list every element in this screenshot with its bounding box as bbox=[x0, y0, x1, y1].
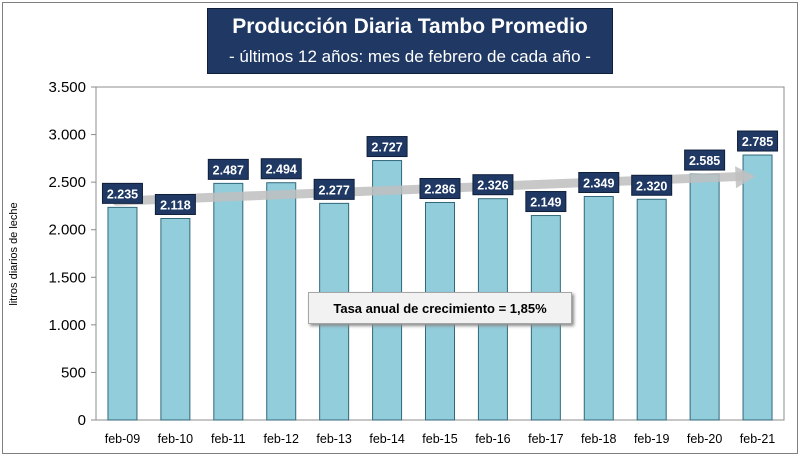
x-tick-label: feb-19 bbox=[634, 432, 669, 446]
x-tick-label: feb-09 bbox=[105, 432, 140, 446]
value-label: 2.487 bbox=[213, 163, 244, 177]
value-label-box bbox=[578, 172, 620, 194]
value-label-box bbox=[207, 158, 249, 180]
x-tick-label: feb-10 bbox=[158, 432, 193, 446]
chart-title: Producción Diaria Tambo Promedio bbox=[232, 15, 588, 38]
y-tick-label: 2.000 bbox=[48, 222, 86, 239]
x-tick-label: feb-18 bbox=[581, 432, 616, 446]
bar bbox=[742, 154, 773, 421]
value-label: 2.320 bbox=[636, 179, 667, 193]
value-label: 2.149 bbox=[530, 196, 561, 210]
bar bbox=[689, 173, 720, 421]
x-tick-label: feb-20 bbox=[687, 432, 722, 446]
value-label: 2.785 bbox=[742, 135, 773, 149]
x-tick-label: feb-17 bbox=[528, 432, 563, 446]
bar bbox=[266, 182, 297, 421]
value-label-box bbox=[472, 174, 514, 196]
x-tick-label: feb-15 bbox=[422, 432, 457, 446]
bar bbox=[636, 198, 667, 421]
x-tick-label: feb-14 bbox=[369, 432, 404, 446]
value-label-box bbox=[631, 174, 673, 196]
trend-arrowhead bbox=[735, 166, 756, 189]
value-label: 2.235 bbox=[107, 187, 138, 201]
value-label-box bbox=[737, 130, 779, 152]
y-tick-label: 3.000 bbox=[48, 127, 86, 144]
y-axis: 0 500 1.000 1.500 2.000 2.500 3.000 3.500 bbox=[48, 79, 96, 429]
bar bbox=[583, 196, 614, 421]
x-tick-label: feb-12 bbox=[264, 432, 299, 446]
bar bbox=[160, 217, 191, 421]
chart-title-box: Producción Diaria Tambo Promedio - últim… bbox=[207, 8, 613, 74]
value-label-box bbox=[366, 136, 408, 158]
bar bbox=[372, 160, 403, 421]
value-label-box bbox=[419, 178, 461, 200]
bar bbox=[107, 206, 138, 421]
value-label: 2.585 bbox=[689, 154, 720, 168]
bar bbox=[213, 182, 244, 421]
x-tick-label: feb-21 bbox=[740, 432, 775, 446]
value-label: 2.277 bbox=[319, 183, 350, 197]
y-tick-label: 0 bbox=[78, 412, 86, 429]
y-tick-label: 1.000 bbox=[48, 317, 86, 334]
value-label: 2.727 bbox=[371, 141, 402, 155]
value-labels-group: 2.235 2.118 2.487 2.494 2.277 2.727 2.286 2.326… bbox=[101, 130, 779, 215]
value-label: 2.118 bbox=[160, 198, 191, 212]
value-label-box bbox=[525, 191, 567, 213]
value-label: 2.326 bbox=[477, 179, 508, 193]
value-label: 2.286 bbox=[424, 183, 455, 197]
value-label: 2.494 bbox=[266, 163, 297, 177]
y-tick-label: 3.500 bbox=[48, 79, 86, 96]
value-label: 2.349 bbox=[583, 177, 614, 191]
value-label-box bbox=[154, 193, 196, 215]
value-label-box bbox=[260, 158, 302, 180]
x-tick-label: feb-11 bbox=[211, 432, 246, 446]
value-label-box bbox=[684, 149, 726, 171]
x-tick-label: feb-13 bbox=[316, 432, 351, 446]
bars-group bbox=[107, 154, 773, 421]
x-axis: feb-09 feb-10 feb-11 feb-12 feb-13 feb-14 feb-… bbox=[105, 432, 776, 446]
value-label-box bbox=[313, 178, 355, 200]
y-tick-label: 1.500 bbox=[48, 269, 86, 286]
growth-rate-annotation: Tasa anual de crecimiento = 1,85% bbox=[308, 292, 572, 324]
y-tick-label: 500 bbox=[61, 364, 86, 381]
chart-subtitle: - últimos 12 años: mes de febrero de cad… bbox=[229, 47, 591, 66]
y-tick-label: 2.500 bbox=[48, 174, 86, 191]
value-label-box bbox=[101, 182, 143, 204]
x-tick-label: feb-16 bbox=[475, 432, 510, 446]
